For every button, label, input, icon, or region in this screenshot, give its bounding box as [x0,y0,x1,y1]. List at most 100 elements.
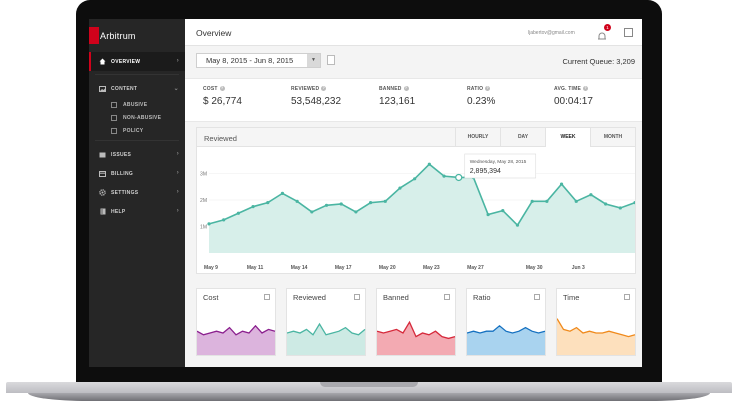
mini-card-cost[interactable]: Cost [196,288,276,356]
data-point [295,199,299,203]
data-point [236,211,240,215]
bell-icon[interactable] [597,28,607,40]
data-point [222,218,226,222]
sidebar-item-label: HELP [111,208,126,215]
date-range-select[interactable]: May 8, 2015 - Jun 8, 2015 ▼ [196,53,321,68]
app-screen: Arbitrum OVERVIEW › CONTENT ⌄ ABUSIVE NO… [89,19,642,367]
chart-title: Reviewed [204,134,237,143]
sidebar-item-label: ISSUES [111,151,132,158]
mini-series-line [377,320,456,340]
data-point [442,174,446,178]
caret-down-icon[interactable]: ▼ [307,54,320,67]
sidebar-subitem-abusive[interactable]: ABUSIVE [89,98,185,111]
chart-header: Reviewed HOURLY DAY WEEK MONTH [197,128,635,147]
help-icon[interactable]: ? [321,86,327,92]
tab-day[interactable]: DAY [500,128,545,147]
external-link-icon[interactable] [444,294,450,300]
data-point [383,199,387,203]
help-icon[interactable]: ? [403,86,409,92]
x-tick-label: May 23 [423,265,440,271]
sidebar-subitem-policy[interactable]: POLICY [89,124,185,137]
sidebar-item-issues[interactable]: ISSUES › [89,145,185,164]
sidebar-item-content[interactable]: CONTENT ⌄ [89,79,185,98]
stat-avg-time: AVG. TIME? 00:04:17 [554,86,593,107]
gear-icon [99,189,106,196]
mini-area-fill [467,325,545,355]
x-tick-label: May 9 [204,265,218,271]
external-link-icon[interactable] [624,294,630,300]
mini-card-title: Banned [383,293,409,302]
chevron-right-icon: › [176,208,179,214]
x-tick-label: May 27 [467,265,484,271]
y-tick-label: 3M [200,172,207,178]
issues-icon [99,151,106,158]
stat-label: BANNED [379,86,402,92]
y-tick-label: 2M [200,198,207,204]
reviewed-area-chart[interactable]: 1M 2M 3M May 9 May 11 May 14 May 17 May 20 May 2… [197,147,635,273]
data-point [368,201,373,205]
data-point [207,222,211,226]
chevron-right-icon: › [176,151,179,157]
x-tick-label: May 14 [291,265,308,271]
mini-area-fill [377,322,455,355]
mini-card-time[interactable]: Time [556,288,636,356]
export-icon[interactable] [327,55,335,65]
mini-card-title: Reviewed [293,293,326,302]
stats-row: COST? $ 26,774 REVIEWED? 53,548,232 BANN… [185,78,642,122]
user-email[interactable]: ljabertov@gmail.com [528,30,575,36]
stat-label: REVIEWED [291,86,320,92]
mini-card-banned[interactable]: Banned [376,288,456,356]
sidebar-item-billing[interactable]: BILLING › [89,164,185,183]
laptop-base [0,382,738,406]
data-point [339,202,343,206]
tab-month[interactable]: MONTH [590,128,635,147]
data-point [280,191,285,195]
tooltip-value: 2,895,394 [470,168,501,175]
help-icon[interactable]: ? [485,86,491,92]
sidebar-item-help[interactable]: HELP › [89,202,185,221]
tab-week[interactable]: WEEK [545,128,590,147]
sidebar-subitem-non-abusive[interactable]: NON-ABUSIVE [89,111,185,124]
sidebar-item-overview[interactable]: OVERVIEW › [89,52,185,71]
data-point [398,186,402,190]
sidebar-item-label: OVERVIEW [111,58,141,65]
data-point [413,177,417,181]
laptop-notch [320,382,418,387]
tooltip-box [464,153,537,179]
stat-label: RATIO [467,86,484,92]
stat-banned: BANNED? 123,161 [379,86,415,107]
help-icon[interactable]: ? [583,86,588,92]
data-point [310,210,314,214]
mini-series-line [467,324,546,334]
mini-series-line [557,318,636,338]
nav-divider [95,71,179,75]
laptop-base-bottom [28,393,710,401]
mini-card-title: Ratio [473,293,491,302]
chevron-down-icon: ⌄ [173,86,179,92]
area-fill [209,164,635,253]
sidebar-subitem-label: POLICY [123,127,144,134]
app-logo[interactable]: Arbitrum [89,27,136,44]
x-tick-label: May 20 [379,265,396,271]
data-point [266,201,270,205]
stat-value: 00:04:17 [554,96,593,107]
image-icon [111,114,117,121]
external-link-icon[interactable] [534,294,540,300]
stat-label: AVG. TIME [554,86,581,92]
mini-chart-reviewed [287,322,366,355]
help-icon[interactable]: ? [219,86,225,92]
external-link-icon[interactable] [354,294,360,300]
data-point [633,201,635,205]
mini-area-fill [557,318,635,355]
sidebar-subitem-label: NON-ABUSIVE [123,114,162,121]
mini-area-fill [287,324,365,355]
mini-card-reviewed[interactable]: Reviewed [286,288,366,356]
sidebar-item-settings[interactable]: SETTINGS › [89,183,185,202]
tab-hourly[interactable]: HOURLY [455,128,500,147]
mini-card-ratio[interactable]: Ratio [466,288,546,356]
logout-icon[interactable] [624,28,633,37]
chevron-right-icon: › [176,189,179,195]
mini-series-line [197,324,276,336]
range-tabs: HOURLY DAY WEEK MONTH [455,128,635,147]
external-link-icon[interactable] [264,294,270,300]
